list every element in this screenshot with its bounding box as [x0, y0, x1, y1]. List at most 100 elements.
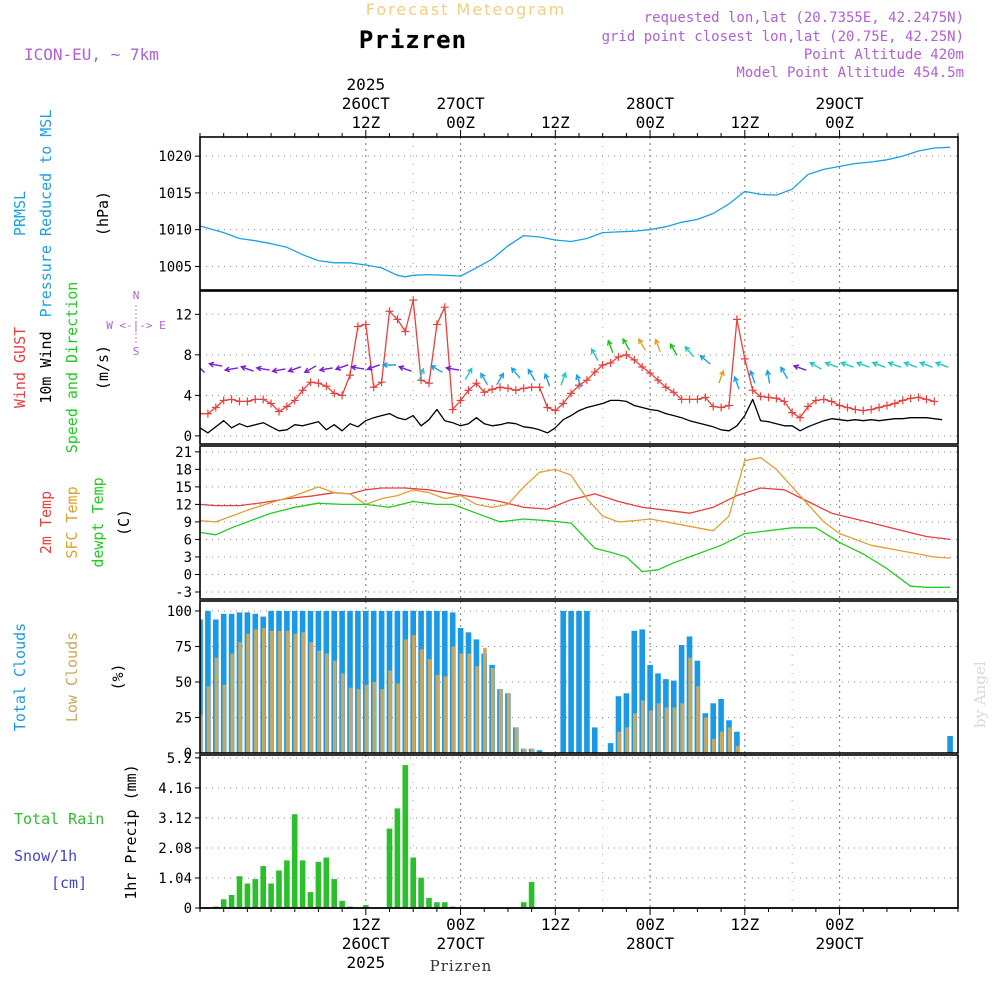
data-layer: [200, 146, 953, 908]
x-label-bottom: 12Z: [351, 915, 380, 934]
bar-clouds: [412, 635, 416, 753]
panel-frame-pressure: [199, 136, 959, 291]
bar-precip: [402, 765, 409, 908]
wind-arrow: [575, 373, 582, 388]
bar-clouds: [727, 727, 732, 753]
gust-marker: [890, 399, 899, 408]
bar-precip: [299, 860, 306, 908]
y-tick-label: 3: [184, 550, 192, 566]
compass-south: S: [133, 345, 140, 358]
x-label-bottom: 28OCT: [626, 934, 675, 953]
bar-clouds: [370, 610, 377, 753]
wind-arrow: [718, 369, 725, 384]
wind-arrow: [560, 371, 567, 386]
wind-arrow: [207, 361, 223, 368]
wind-arrow: [590, 347, 599, 361]
bottom-station-label: Prizren: [430, 957, 493, 975]
gust-marker: [914, 393, 923, 402]
requested-coords: requested lon,lat (20.7355E, 42.2475N): [644, 10, 964, 26]
bar-clouds: [317, 650, 321, 753]
bar-precip: [394, 808, 401, 908]
gust-marker: [361, 320, 370, 329]
model-point-altitude: Model Point Altitude 454.5m: [736, 65, 964, 81]
wind-arrow: [871, 361, 886, 368]
wind-arrow: [654, 338, 661, 353]
x-label-bottom: 12Z: [541, 915, 570, 934]
bar-clouds: [220, 613, 227, 753]
bar-precip: [323, 857, 330, 908]
gust-marker: [409, 296, 418, 305]
x-label-top: 12Z: [730, 113, 759, 132]
bar-clouds: [293, 633, 298, 753]
gust-marker: [614, 352, 623, 361]
bar-clouds: [262, 628, 266, 753]
grid-point-coords: grid point closest lon,lat (20.75E, 42.2…: [602, 29, 964, 45]
panel-label-snow: Snow/1h: [14, 847, 77, 865]
panel-label-rain: Total Rain: [14, 810, 104, 828]
gust-marker: [298, 386, 307, 395]
x-label-top: 00Z: [446, 113, 475, 132]
bar-clouds: [639, 629, 645, 753]
bar-precip: [434, 902, 440, 908]
bar-clouds: [309, 642, 313, 753]
wind-arrow: [780, 366, 789, 380]
gust-marker: [835, 401, 844, 410]
bar-precip: [528, 882, 535, 908]
x-label-top: 28OCT: [626, 94, 675, 113]
panel-label: Pressure Reduced to MSL: [37, 110, 55, 318]
y-tick-label: 4: [184, 388, 192, 404]
gust-marker: [314, 379, 323, 388]
wind-arrow: [903, 361, 917, 368]
bar-clouds: [734, 731, 740, 753]
bar-precip: [339, 900, 345, 908]
gust-marker: [203, 409, 212, 418]
gust-marker: [535, 383, 544, 392]
bar-clouds: [530, 748, 534, 753]
y-tick-label: 0: [184, 567, 192, 583]
panel-label: (C): [115, 509, 133, 536]
gust-marker: [440, 303, 449, 312]
bar-clouds: [710, 703, 716, 753]
bar-clouds: [641, 700, 645, 753]
panel-label: SFC Temp: [63, 486, 81, 558]
x-label-top: 27OCT: [436, 94, 485, 113]
gust-marker: [701, 393, 710, 402]
gust-marker: [267, 399, 276, 408]
gust-marker: [606, 358, 615, 367]
x-label-bottom: 26OCT: [342, 934, 391, 953]
wind-arrow: [334, 364, 349, 371]
x-label-bottom: 27OCT: [436, 934, 485, 953]
wind-arrow: [287, 366, 302, 373]
panel-frames: [199, 136, 959, 909]
bar-clouds: [467, 653, 471, 753]
bar-clouds: [947, 736, 953, 753]
x-label-top: 29OCT: [815, 94, 864, 113]
wind-arrow: [733, 375, 740, 390]
panel-label: (hPa): [94, 191, 112, 236]
y-tick-label: 100: [167, 604, 192, 620]
bar-precip: [410, 857, 416, 908]
gust-marker: [448, 405, 457, 414]
bar-precip: [442, 902, 448, 908]
bar-clouds: [560, 610, 566, 753]
bar-precip: [260, 866, 266, 908]
series-wind-0: [200, 299, 935, 419]
gust-marker: [480, 388, 489, 397]
bar-clouds: [443, 676, 448, 753]
wind-arrow: [792, 364, 807, 371]
gust-marker: [393, 315, 402, 324]
bar-clouds: [269, 630, 274, 753]
gust-marker: [567, 389, 576, 398]
bar-clouds: [394, 610, 401, 753]
gust-marker: [796, 413, 805, 422]
bar-clouds: [688, 657, 692, 753]
x-label-bottom: 12Z: [730, 915, 759, 934]
y-tick-label: 1015: [158, 186, 192, 202]
panel-frame-wind: [199, 290, 959, 445]
bar-clouds: [514, 727, 519, 753]
bar-clouds: [200, 619, 203, 753]
gust-marker: [251, 395, 260, 404]
bar-precip: [307, 892, 314, 908]
bar-clouds: [404, 639, 408, 753]
gust-marker: [882, 401, 891, 410]
